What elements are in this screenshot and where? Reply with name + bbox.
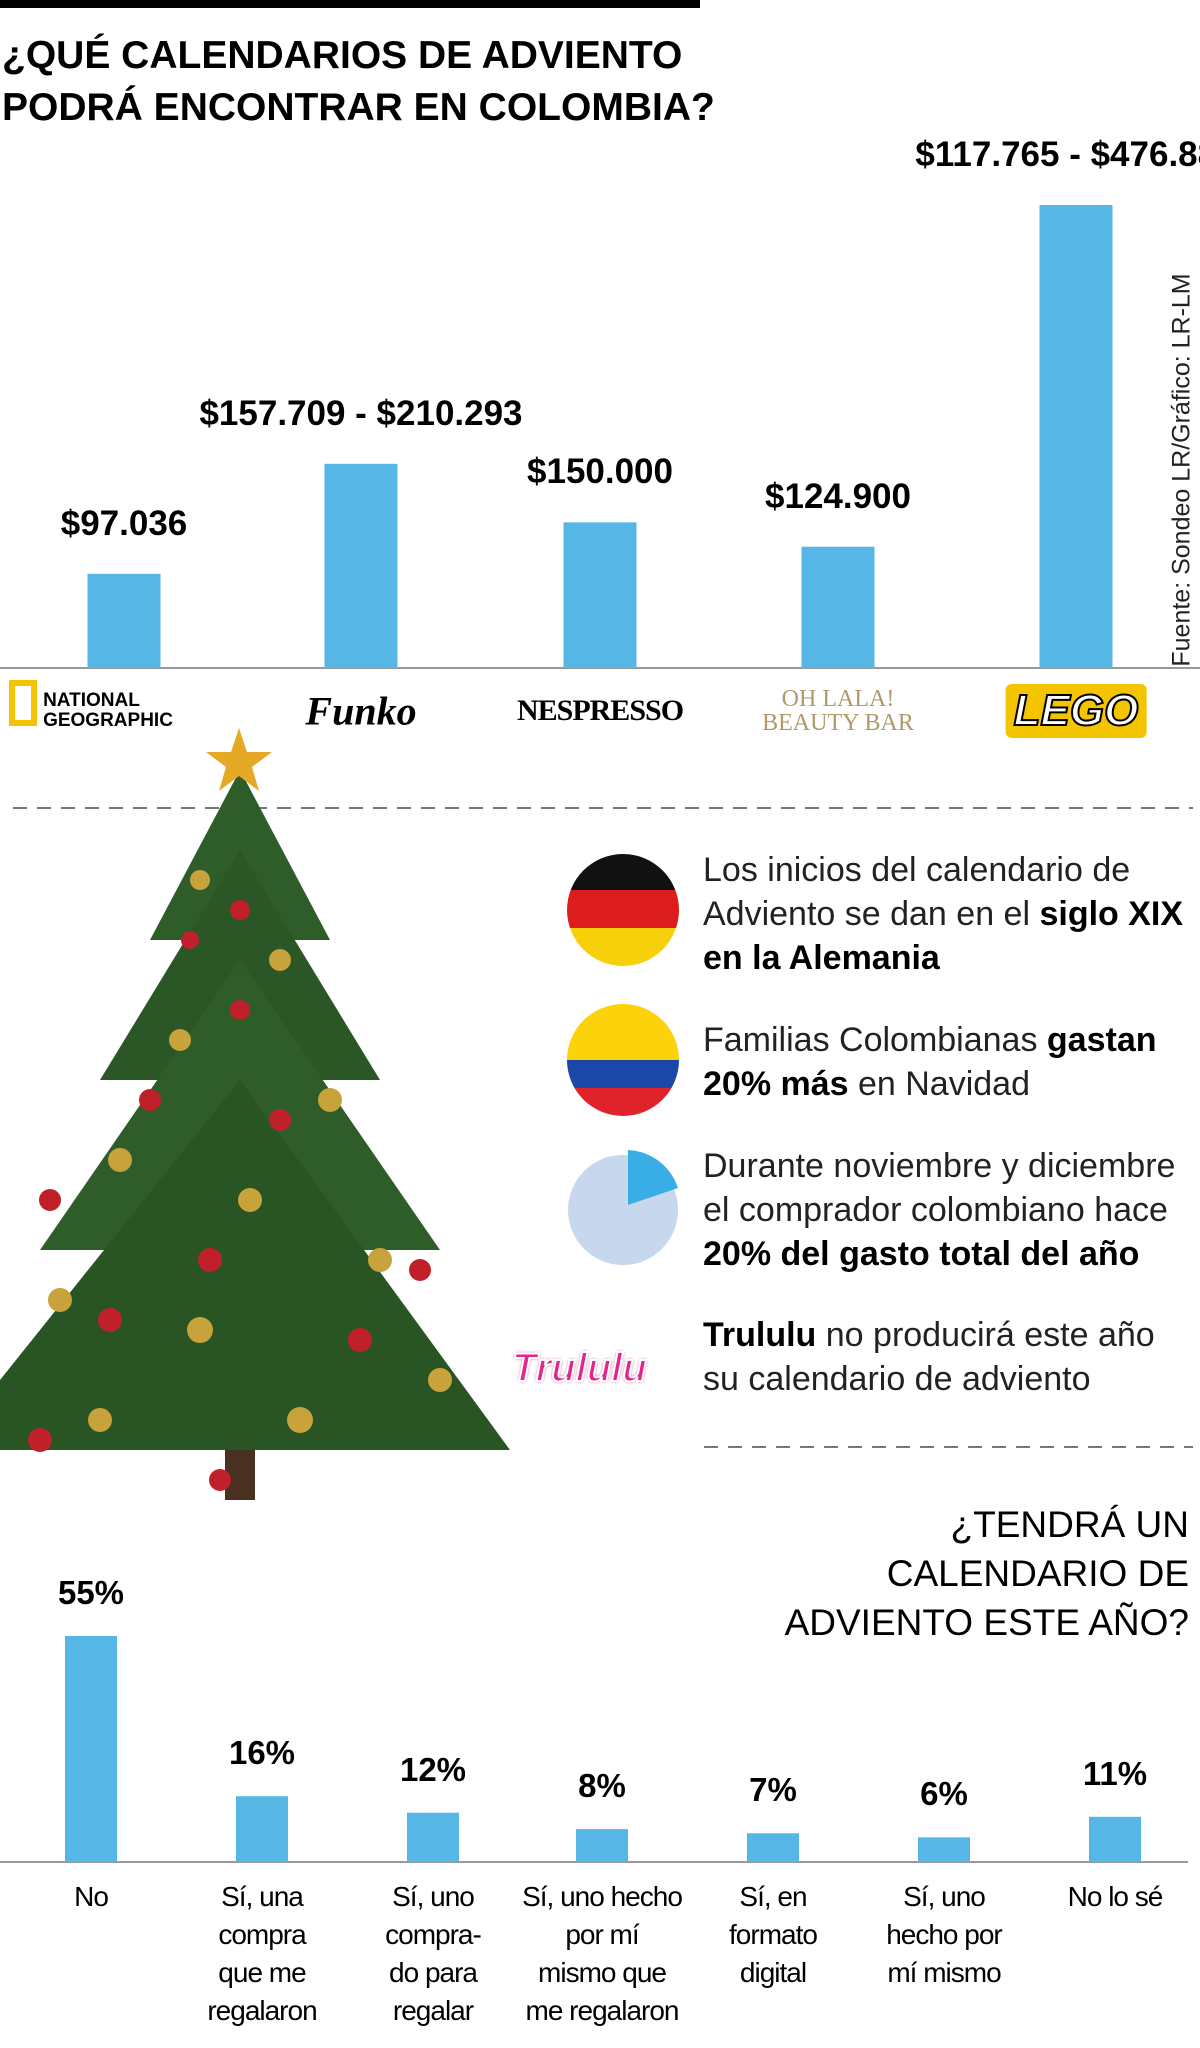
fact-text: Familias Colombianas: [703, 1021, 1047, 1059]
fact: Durante noviembre y diciembre el comprad…: [703, 1144, 1193, 1276]
bar: [918, 1837, 970, 1862]
fact-text: no producirá este año su calendario de a…: [703, 1316, 1155, 1398]
fact-text: Durante noviembre y diciembre el comprad…: [703, 1147, 1176, 1229]
fact-text: gastan 20% más: [703, 1021, 1157, 1103]
bar: [801, 546, 875, 668]
x-tick-label: Sí, uno hecho por mí mismo: [886, 1881, 1003, 1988]
value-label: $150.000: [527, 452, 673, 492]
bar: [236, 1796, 288, 1862]
bar: [747, 1833, 799, 1862]
brand-logo: NESPRESSO: [516, 694, 684, 727]
top-rule: [0, 0, 700, 8]
fact: Trululu no producirá este año su calenda…: [703, 1313, 1193, 1401]
brand-logo: Funko: [305, 688, 417, 734]
value-label: 6%: [920, 1775, 968, 1813]
chart-title: ¿QUÉ CALENDARIOS DE ADVIENTO PODRÁ ENCON…: [2, 34, 715, 129]
germany-flag: [567, 854, 679, 966]
fact-text: siglo XIX en la Alemania: [703, 895, 1184, 977]
value-label: $97.036: [60, 503, 188, 543]
fact: Los inicios del calendario de Adviento s…: [703, 848, 1193, 980]
brand-logo: NATIONAL GEOGRAPHIC: [43, 690, 173, 731]
trululu-logo: Trululu: [511, 1345, 648, 1391]
bar: [324, 463, 398, 668]
bar: [1089, 1816, 1141, 1862]
value-label: 16%: [228, 1734, 296, 1772]
pie-icon: [568, 1150, 678, 1265]
value-label: $124.900: [765, 476, 911, 516]
bar: [563, 522, 637, 668]
value-label: 8%: [578, 1767, 626, 1805]
x-tick-label: Sí, uno hecho por mí mismo que me regala…: [522, 1881, 683, 2026]
x-tick-label: Sí, en formato digital: [729, 1881, 818, 1988]
x-tick-label: No: [74, 1881, 109, 1912]
fact: Familias Colombianas gastan 20% más en N…: [703, 1018, 1193, 1106]
colombia-flag: [567, 1004, 679, 1116]
brand-logo: OH LALA! BEAUTY BAR: [762, 686, 914, 736]
chart-title: ¿TENDRÁ UN CALENDARIO DE ADVIENTO ESTE A…: [784, 1504, 1189, 1643]
value-label: 12%: [399, 1750, 467, 1788]
christmas-tree: [0, 728, 510, 1500]
logo-frame: [9, 680, 37, 726]
bar: [1039, 205, 1113, 668]
brand-logo: LEGO: [1005, 684, 1147, 738]
bar: [87, 573, 161, 668]
value-label: 55%: [57, 1574, 125, 1611]
x-tick-label: No lo sé: [1067, 1881, 1164, 1912]
x-tick-label: Sí, uno compra- do para regalar: [385, 1881, 482, 2026]
value-label: $117.765 - $476.882: [915, 135, 1200, 174]
bar: [576, 1829, 628, 1862]
fact-text: 20% del gasto total del año: [703, 1235, 1140, 1273]
x-tick-label: Sí, una compra que me regalaron: [207, 1881, 317, 2026]
fact-text: Los inicios del calendario de Adviento s…: [703, 851, 1131, 933]
fact-text: en Navidad: [848, 1065, 1031, 1103]
value-label: $157.709 - $210.293: [199, 393, 523, 433]
bar: [407, 1812, 459, 1862]
fact-text: Trululu: [703, 1316, 817, 1354]
bar: [65, 1636, 117, 1862]
value-label: 11%: [1082, 1754, 1148, 1792]
value-label: 7%: [749, 1771, 797, 1809]
